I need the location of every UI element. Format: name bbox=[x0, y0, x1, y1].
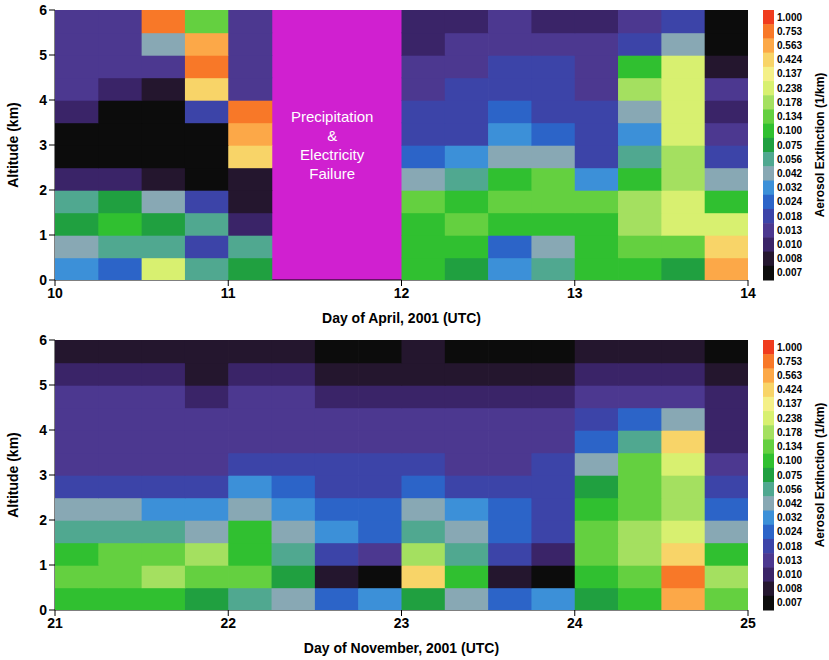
svg-text:23: 23 bbox=[394, 615, 410, 631]
svg-text:2: 2 bbox=[39, 512, 47, 528]
svg-text:Precipitation&ElectricityFailu: Precipitation&ElectricityFailure bbox=[291, 108, 374, 182]
svg-text:2: 2 bbox=[39, 182, 47, 198]
svg-text:0.010: 0.010 bbox=[777, 569, 802, 580]
svg-text:Altitude (km): Altitude (km) bbox=[5, 432, 21, 518]
svg-text:0.042: 0.042 bbox=[777, 168, 802, 179]
svg-text:6: 6 bbox=[39, 332, 47, 348]
svg-text:14: 14 bbox=[740, 285, 756, 301]
svg-text:1: 1 bbox=[39, 227, 47, 243]
svg-text:21: 21 bbox=[47, 615, 63, 631]
svg-text:0.178: 0.178 bbox=[777, 97, 802, 108]
svg-text:3: 3 bbox=[39, 467, 47, 483]
svg-text:Aerosol Extinction (1/km): Aerosol Extinction (1/km) bbox=[813, 403, 827, 548]
svg-text:22: 22 bbox=[220, 615, 236, 631]
svg-text:0.018: 0.018 bbox=[777, 541, 802, 552]
svg-text:0.032: 0.032 bbox=[777, 182, 802, 193]
svg-text:0.007: 0.007 bbox=[777, 597, 802, 608]
svg-text:0.563: 0.563 bbox=[777, 370, 802, 381]
svg-text:0.013: 0.013 bbox=[777, 555, 802, 566]
svg-text:Day of April, 2001 (UTC): Day of April, 2001 (UTC) bbox=[322, 310, 481, 326]
svg-text:Day of November, 2001 (UTC): Day of November, 2001 (UTC) bbox=[304, 640, 499, 656]
svg-text:0.010: 0.010 bbox=[777, 239, 802, 250]
svg-text:0.008: 0.008 bbox=[777, 253, 802, 264]
svg-text:0.563: 0.563 bbox=[777, 40, 802, 51]
svg-text:0.032: 0.032 bbox=[777, 512, 802, 523]
svg-text:24: 24 bbox=[567, 615, 583, 631]
svg-text:6: 6 bbox=[39, 2, 47, 18]
svg-text:0.042: 0.042 bbox=[777, 498, 802, 509]
svg-text:0.075: 0.075 bbox=[777, 140, 802, 151]
svg-text:5: 5 bbox=[39, 47, 47, 63]
svg-text:1: 1 bbox=[39, 557, 47, 573]
svg-text:0.100: 0.100 bbox=[777, 125, 802, 136]
svg-text:1.000: 1.000 bbox=[777, 342, 802, 353]
svg-text:0.075: 0.075 bbox=[777, 470, 802, 481]
svg-text:0: 0 bbox=[39, 272, 47, 288]
svg-text:0.424: 0.424 bbox=[777, 384, 802, 395]
svg-text:0.100: 0.100 bbox=[777, 455, 802, 466]
svg-text:4: 4 bbox=[39, 92, 47, 108]
svg-text:10: 10 bbox=[47, 285, 63, 301]
svg-text:13: 13 bbox=[567, 285, 583, 301]
svg-text:0.137: 0.137 bbox=[777, 398, 802, 409]
svg-text:0.056: 0.056 bbox=[777, 484, 802, 495]
svg-text:0.024: 0.024 bbox=[777, 526, 802, 537]
svg-text:0.018: 0.018 bbox=[777, 211, 802, 222]
svg-text:0.024: 0.024 bbox=[777, 196, 802, 207]
svg-text:0.753: 0.753 bbox=[777, 356, 802, 367]
svg-text:0.134: 0.134 bbox=[777, 111, 802, 122]
svg-text:0: 0 bbox=[39, 602, 47, 618]
svg-text:25: 25 bbox=[740, 615, 756, 631]
svg-text:4: 4 bbox=[39, 422, 47, 438]
svg-text:0.178: 0.178 bbox=[777, 427, 802, 438]
svg-text:Altitude (km): Altitude (km) bbox=[5, 102, 21, 188]
svg-text:0.424: 0.424 bbox=[777, 54, 802, 65]
svg-text:0.056: 0.056 bbox=[777, 154, 802, 165]
svg-text:0.134: 0.134 bbox=[777, 441, 802, 452]
svg-text:Aerosol Extinction (1/km): Aerosol Extinction (1/km) bbox=[813, 73, 827, 218]
svg-text:0.238: 0.238 bbox=[777, 413, 802, 424]
svg-text:11: 11 bbox=[221, 285, 236, 301]
svg-text:0.008: 0.008 bbox=[777, 583, 802, 594]
svg-text:0.137: 0.137 bbox=[777, 68, 802, 79]
svg-text:0.238: 0.238 bbox=[777, 83, 802, 94]
svg-text:12: 12 bbox=[394, 285, 410, 301]
svg-text:3: 3 bbox=[39, 137, 47, 153]
svg-text:0.013: 0.013 bbox=[777, 225, 802, 236]
svg-text:0.753: 0.753 bbox=[777, 26, 802, 37]
svg-text:1.000: 1.000 bbox=[777, 12, 802, 23]
svg-text:0.007: 0.007 bbox=[777, 267, 802, 278]
svg-text:5: 5 bbox=[39, 377, 47, 393]
